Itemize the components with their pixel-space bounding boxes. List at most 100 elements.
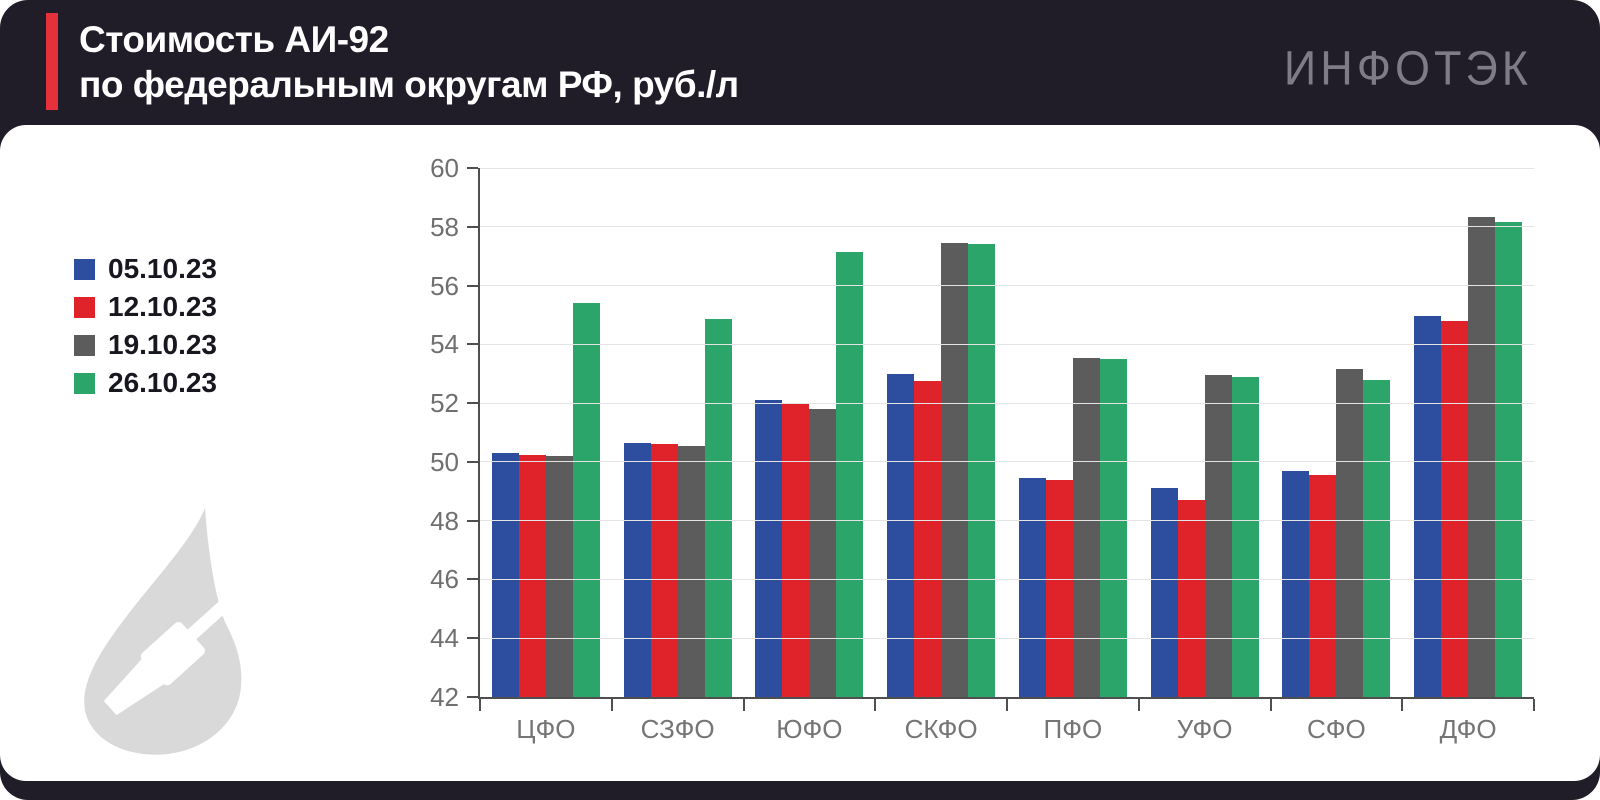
bar-СФО-26.10.23 — [1363, 379, 1391, 697]
gridline-54 — [480, 343, 1534, 345]
y-axis-label-58: 58 — [430, 211, 459, 242]
y-axis-label-46: 46 — [430, 564, 459, 595]
bar-УФО-05.10.23 — [1150, 488, 1178, 697]
gridline-46 — [480, 578, 1534, 580]
bar-СФО-12.10.23 — [1309, 475, 1337, 697]
legend: 05.10.23 12.10.23 19.10.23 26.10.23 — [74, 250, 217, 402]
bar-group-ЦФО — [480, 168, 612, 697]
legend-item-05.10.23: 05.10.23 — [74, 250, 217, 288]
legend-item-12.10.23: 12.10.23 — [74, 288, 217, 326]
y-axis-tick-54 — [467, 343, 478, 346]
bar-УФО-19.10.23 — [1204, 375, 1232, 697]
x-axis-label-УФО: УФО — [1176, 714, 1233, 744]
y-axis-tick-44 — [467, 637, 478, 640]
bar-СКФО-12.10.23 — [914, 381, 942, 697]
chart-card: 05.10.23 12.10.23 19.10.23 26.10.23 42 44 46 4… — [0, 125, 1600, 781]
y-axis-label-44: 44 — [430, 623, 459, 654]
legend-label: 26.10.23 — [108, 367, 217, 398]
y-axis-label-60: 60 — [430, 153, 459, 183]
bar-ДФО-26.10.23 — [1495, 222, 1523, 697]
x-axis-tick-2 — [742, 699, 745, 711]
bar-chart-plot-area: 42 44 46 48 50 52 54 56 58 60 ЦФО СЗФО ЮФО СКФО ПФО УФО… — [430, 155, 1535, 744]
x-axis-tick-4 — [1006, 699, 1008, 711]
x-axis-label-СЗФО: СЗФО — [640, 714, 715, 744]
bar-СКФО-05.10.23 — [887, 373, 915, 697]
y-axis-label-54: 54 — [430, 329, 459, 360]
gridline-56 — [480, 285, 1534, 287]
bar-ПФО-19.10.23 — [1072, 357, 1100, 697]
gridline-48 — [480, 520, 1534, 522]
x-axis-tick-8 — [1533, 699, 1535, 711]
x-axis-label-СКФО: СКФО — [904, 714, 978, 744]
oil-drop-with-fuel-nozzle-icon — [84, 508, 245, 755]
x-axis-tick-3 — [874, 699, 877, 711]
legend-label: 19.10.23 — [108, 329, 217, 360]
y-axis-tick-52 — [467, 402, 478, 405]
bar-ПФО-12.10.23 — [1045, 479, 1073, 697]
title-line-2: по федеральным округам РФ, руб./л — [79, 64, 739, 105]
infotek-logo: ИНФОТЭК — [1283, 40, 1532, 96]
bar-СФО-19.10.23 — [1336, 369, 1364, 697]
bar-СЗФО-19.10.23 — [677, 445, 705, 697]
legend-swatch-icon — [74, 372, 95, 394]
bar-group-ЮФО — [744, 168, 876, 697]
legend-swatch-icon — [74, 258, 95, 280]
x-axis-label-ПФО: ПФО — [1043, 714, 1103, 744]
gridline-50 — [480, 461, 1534, 463]
bar-ДФО-12.10.23 — [1441, 320, 1469, 697]
bar-УФО-26.10.23 — [1231, 376, 1259, 697]
gridline-58 — [480, 226, 1534, 228]
bar-УФО-12.10.23 — [1177, 500, 1205, 697]
x-axis-tick-0 — [479, 699, 481, 711]
gridline-44 — [480, 637, 1534, 639]
gridline-52 — [480, 402, 1534, 404]
legend-swatch-icon — [74, 296, 95, 318]
bar-group-СЗФО — [612, 168, 744, 697]
x-axis-tick-6 — [1269, 699, 1272, 711]
title-accent-bar — [46, 13, 58, 110]
bar-ПФО-05.10.23 — [1018, 478, 1046, 697]
bar-СЗФО-05.10.23 — [623, 442, 651, 697]
legend-label: 12.10.23 — [108, 291, 217, 322]
y-axis-tick-58 — [467, 225, 478, 228]
bar-ЦФО-26.10.23 — [572, 303, 600, 697]
bar-groups — [480, 168, 1534, 697]
bar-ЮФО-12.10.23 — [782, 403, 810, 697]
x-axis-label-ДФО: ДФО — [1439, 714, 1497, 744]
bar-СКФО-26.10.23 — [968, 244, 996, 697]
bar-group-СКФО — [875, 168, 1007, 697]
bar-СЗФО-26.10.23 — [704, 319, 732, 697]
bar-ДФО-05.10.23 — [1414, 316, 1442, 697]
x-axis-tick-1 — [610, 699, 613, 711]
bar-ДФО-19.10.23 — [1468, 216, 1496, 697]
y-axis-tick-56 — [467, 284, 478, 287]
bar-ЦФО-12.10.23 — [518, 454, 546, 697]
bar-group-ПФО — [1007, 168, 1139, 697]
legend-item-19.10.23: 19.10.23 — [74, 326, 217, 364]
legend-swatch-icon — [74, 334, 95, 356]
bar-ЦФО-19.10.23 — [545, 456, 573, 697]
bar-ЮФО-05.10.23 — [755, 400, 783, 697]
y-axis-label-52: 52 — [430, 388, 459, 419]
y-axis-tick-50 — [467, 460, 478, 463]
x-axis-label-ЦФО: ЦФО — [516, 714, 576, 744]
x-axis-label-СФО: СФО — [1306, 714, 1366, 744]
bar-group-ДФО — [1402, 168, 1534, 697]
legend-item-26.10.23: 26.10.23 — [74, 364, 217, 402]
y-axis-label-42: 42 — [430, 682, 459, 712]
y-axis-tick-42 — [467, 696, 478, 698]
bar-ПФО-26.10.23 — [1099, 359, 1127, 697]
y-axis-label-48: 48 — [430, 505, 459, 536]
page-title: Стоимость АИ-92 по федеральным округам Р… — [79, 17, 739, 107]
bar-ЮФО-19.10.23 — [809, 409, 837, 697]
gridline-60 — [480, 167, 1534, 169]
y-axis-tick-60 — [467, 167, 478, 169]
x-axis-label-ЮФО: ЮФО — [776, 714, 843, 744]
y-axis-label-50: 50 — [430, 446, 459, 477]
bar-group-УФО — [1139, 168, 1271, 697]
bar-ЦФО-05.10.23 — [491, 453, 519, 697]
x-axis-tick-7 — [1401, 699, 1404, 711]
bar-group-СФО — [1271, 168, 1403, 697]
